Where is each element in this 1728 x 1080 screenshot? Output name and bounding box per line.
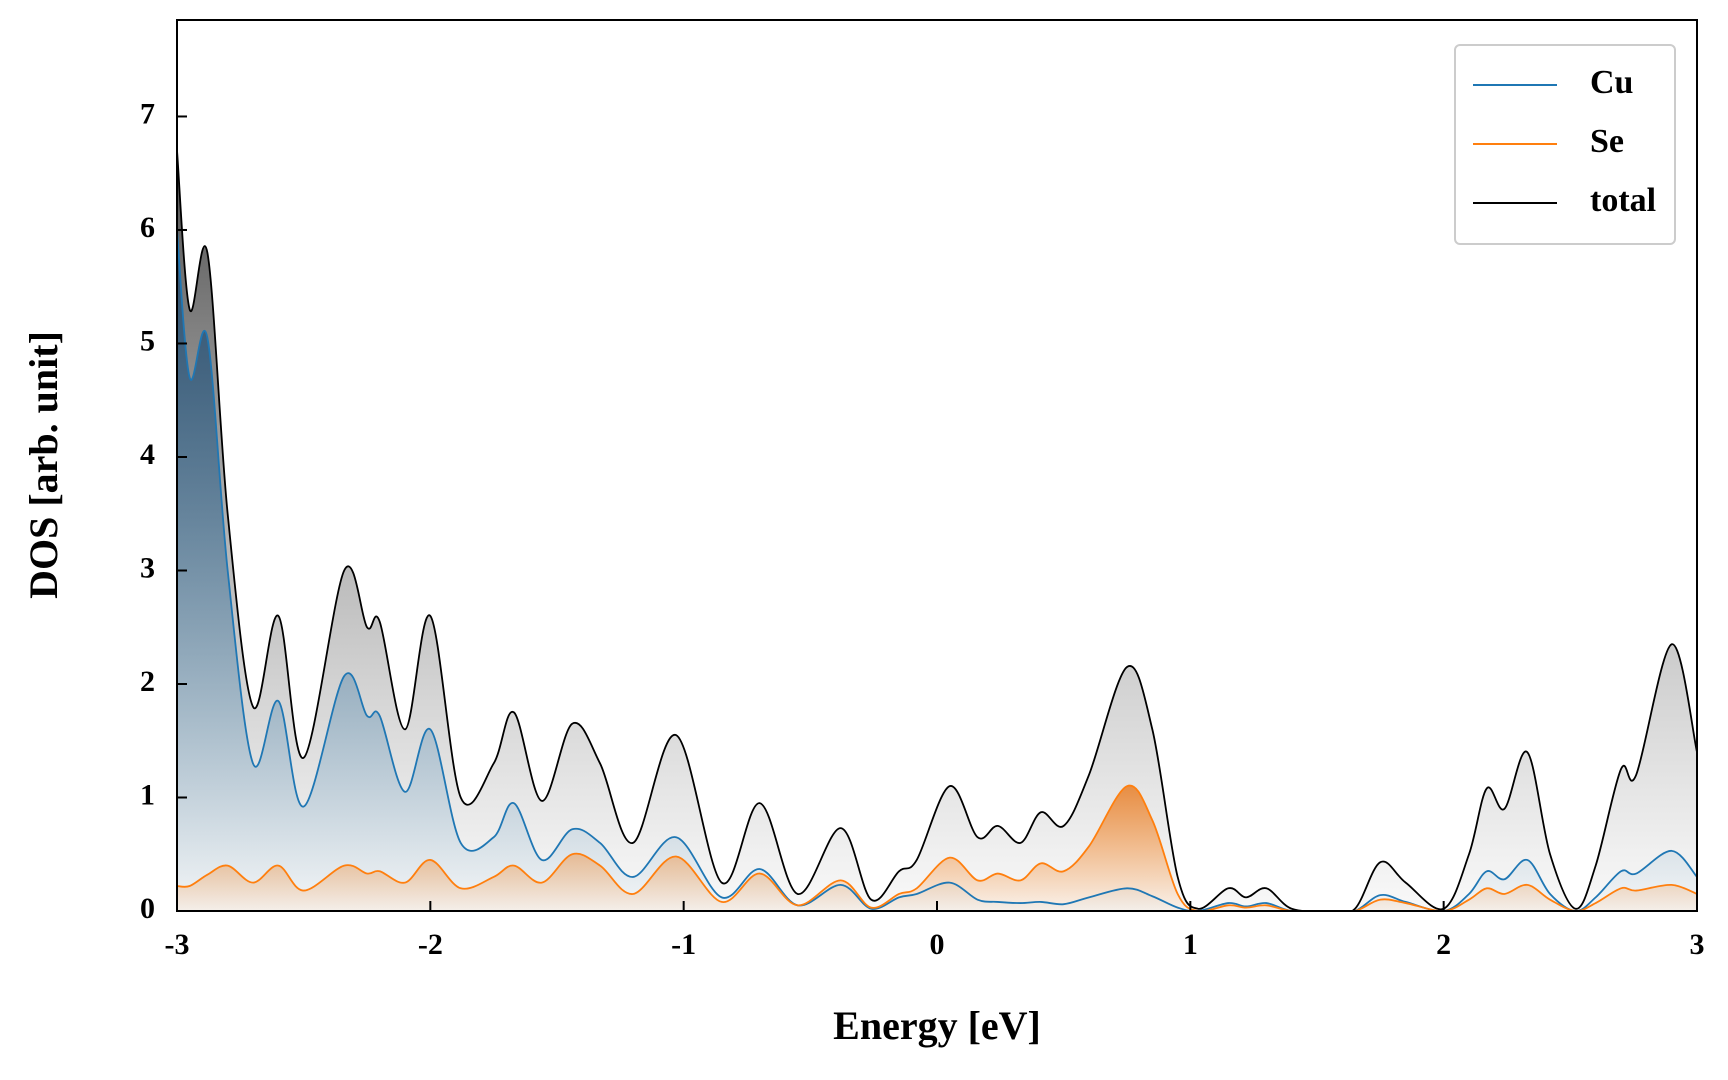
y-tick-label: 5 bbox=[140, 324, 155, 357]
axes: -3 -2 -1 0 1 2 3 0 1 2 3 4 5 6 7 bbox=[140, 97, 1705, 961]
x-tick-label: -1 bbox=[671, 928, 696, 961]
x-tick-label: 2 bbox=[1436, 928, 1451, 961]
y-tick-label: 6 bbox=[140, 211, 155, 244]
y-tick-label: 0 bbox=[140, 892, 155, 925]
x-tick-label: 1 bbox=[1183, 928, 1198, 961]
area-fill bbox=[177, 785, 1697, 911]
y-tick-label: 1 bbox=[140, 778, 155, 811]
y-tick-label: 4 bbox=[140, 438, 155, 471]
legend-label: Se bbox=[1590, 123, 1624, 160]
y-tick-label: 7 bbox=[140, 97, 155, 130]
x-tick-label: -2 bbox=[418, 928, 443, 961]
legend-box bbox=[1454, 44, 1676, 245]
y-tick-label: 3 bbox=[140, 551, 155, 584]
line bbox=[177, 150, 1697, 911]
x-tick-label: 0 bbox=[930, 928, 945, 961]
plot-area bbox=[177, 150, 1697, 911]
y-axis-label: DOS [arb. unit] bbox=[21, 331, 66, 599]
legend-label: total bbox=[1590, 182, 1656, 219]
x-axis-label: Energy [eV] bbox=[833, 1003, 1041, 1048]
line bbox=[177, 229, 1697, 911]
x-tick-label: -3 bbox=[165, 928, 190, 961]
plot-frame bbox=[176, 19, 1698, 912]
legend-label: Cu bbox=[1590, 64, 1633, 101]
area-fill bbox=[177, 229, 1697, 911]
line bbox=[177, 784, 1697, 911]
y-tick-label: 2 bbox=[140, 665, 155, 698]
x-tick-label: 3 bbox=[1690, 928, 1705, 961]
